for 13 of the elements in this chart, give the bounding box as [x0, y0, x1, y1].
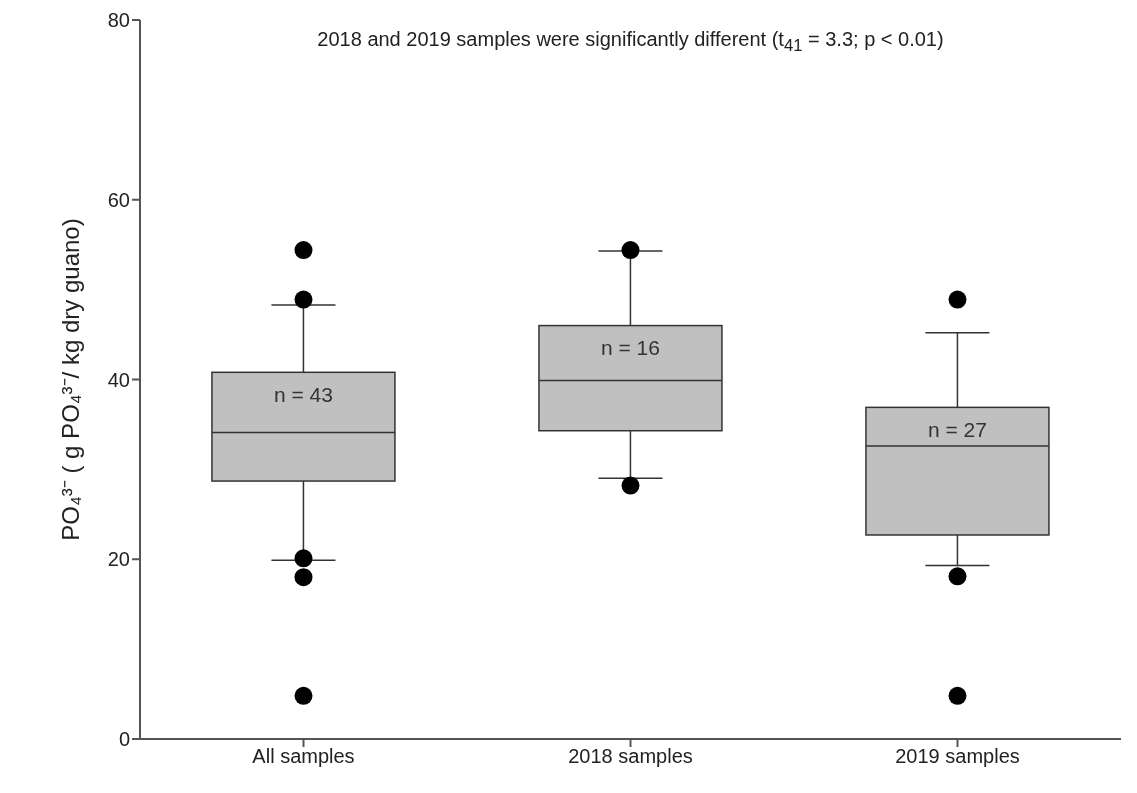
- y-tick-label: 60: [107, 188, 130, 211]
- x-tick-label: 2019 samples: [895, 745, 1020, 768]
- annotation: n = 43: [273, 382, 333, 406]
- annotation: n = 16: [600, 336, 660, 360]
- annotation: n = 27: [927, 417, 987, 441]
- y-tick-label: 80: [107, 9, 130, 32]
- x-tick-label: All samples: [252, 745, 355, 768]
- y-tick-label: 40: [107, 368, 130, 391]
- x-tick-label: 2018 samples: [568, 745, 693, 768]
- y-axis-title: PO₄³⁻ ( g PO₄³⁻/ kg dry guano): [56, 218, 84, 541]
- y-tick-label: 20: [107, 548, 130, 571]
- annotation: 2018 and 2019 samples were significantly different (t$_{41}$ = 3.3; p < 0.01): [316, 28, 945, 56]
- y-tick-label: 0: [118, 728, 130, 751]
